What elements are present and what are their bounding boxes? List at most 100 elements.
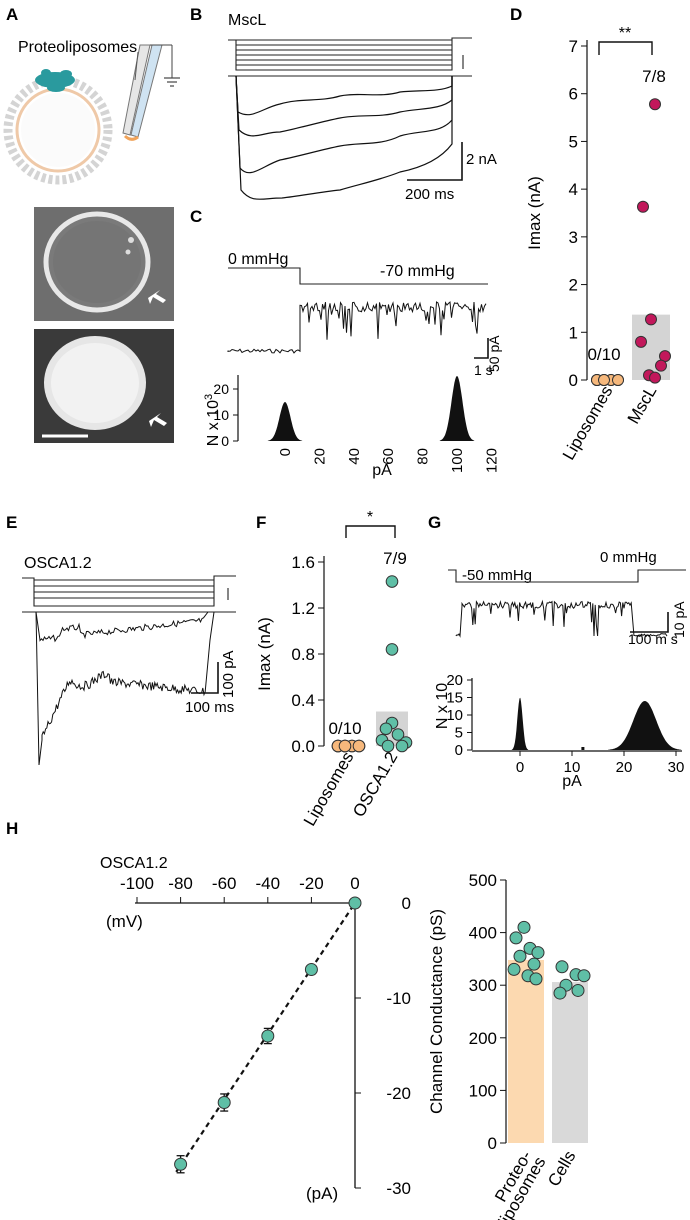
chart-f-point <box>385 575 399 588</box>
significance-d: ** <box>619 25 631 42</box>
hist-g-y-tick-label: 10 <box>446 707 463 724</box>
scale-bar-e <box>191 662 219 694</box>
hist-g-x-tick-label: 30 <box>668 759 685 776</box>
histogram-c: 0 10 20 0 20 40 60 80 100 120 <box>213 375 500 473</box>
scale-label-g-x: 100 m s <box>628 631 678 647</box>
hist-g-x-tick-label: 20 <box>616 759 633 776</box>
iv-point <box>174 1157 188 1171</box>
hist-c-x-tick-label: 60 <box>380 448 397 465</box>
proteoliposomes-label: Proteoliposomes <box>18 39 137 56</box>
scatter-chart-d: 0 1 2 3 4 5 6 7 Imax (nA) 0/10 Liposomes 7/8 MscL <box>525 37 671 463</box>
bar-h-point <box>531 946 545 960</box>
iv-y-tick-label: 0 <box>402 894 411 913</box>
hist-c-peak <box>267 402 303 441</box>
bar-h-point <box>527 957 541 971</box>
trace-title-osca: OSCA1.2 <box>24 555 92 572</box>
bar-h-point <box>555 960 569 974</box>
current-trace-e-large <box>35 611 215 766</box>
chart-d-point <box>612 374 624 386</box>
significance-bracket-f <box>345 525 396 538</box>
iv-x-label: (mV) <box>106 912 143 931</box>
scale-label-c-y: 50 pA <box>486 335 502 372</box>
panel-g: G -50 mmHg 0 mmHg 100 m s 10 pA 05101520… <box>428 513 687 790</box>
bar-h-point <box>513 949 527 963</box>
chart-f-fraction-label: 0/10 <box>328 719 361 738</box>
hist-c-x-tick-label: 120 <box>483 448 500 473</box>
hist-c-x-tick-label: 0 <box>277 448 294 456</box>
panel-letter-g: G <box>428 513 441 532</box>
panel-h: H OSCA1.2 -100 -80 -60 -40 -20 0 0 -10 -20 -30 (mV… <box>6 819 591 1220</box>
scale-bar-b <box>407 142 463 181</box>
hist-g-y-tick-label: 5 <box>455 725 463 742</box>
bar-h-point <box>517 920 531 934</box>
hist-g-peak <box>511 697 529 750</box>
brightfield-image <box>34 207 174 321</box>
protein-icon <box>35 69 75 92</box>
panel-a: A Proteoliposomes <box>3 5 180 443</box>
chart-d-category-label: MscL <box>624 383 661 428</box>
chart-f-point <box>352 739 366 753</box>
chart-f-point <box>395 739 409 753</box>
panel-f: F 0.0 0.4 0.8 1.2 1.6 Imax (nA) 0/10 Liposomes 7… <box>255 509 413 829</box>
chart-f-point <box>379 722 393 736</box>
panel-letter-h: H <box>6 819 18 838</box>
pressure-label-step: -70 mmHg <box>380 263 455 280</box>
panel-c: C 0 mmHg -70 mmHg 1 s 50 pA 0 10 20 0 20 40 60… <box>190 207 502 479</box>
iv-x-tick-label: -60 <box>212 874 237 893</box>
hist-c-y-tick-label: 20 <box>213 381 229 397</box>
iv-title: OSCA1.2 <box>100 855 168 872</box>
bar-h-bar <box>552 982 588 1143</box>
conductance-bar-chart: 0 100 200 300 400 500 Channel Conductance (pS)… <box>427 871 591 1220</box>
bar-h-point <box>571 983 585 997</box>
iv-point <box>348 896 362 910</box>
hist-c-peak <box>439 376 475 441</box>
hist-g-peak <box>608 701 682 750</box>
chart-f-category-label: OSCA1.2 <box>349 749 401 821</box>
hist-c-x-tick-label: 40 <box>346 448 363 465</box>
arrowhead-icon <box>149 413 167 427</box>
chart-d-y-tick-label: 5 <box>569 132 578 151</box>
bar-h-y-tick-label: 0 <box>488 1134 497 1153</box>
hist-c-x-tick-label: 80 <box>415 448 432 465</box>
bar-h-y-tick-label: 400 <box>469 924 497 943</box>
pipette-icon <box>122 44 180 141</box>
bar-h-category-label: Cells <box>544 1148 579 1190</box>
iv-x-tick-label: -40 <box>256 874 281 893</box>
panel-letter-f: F <box>256 513 266 532</box>
chart-d-category-label: Liposomes <box>559 383 617 464</box>
significance-f: * <box>367 509 373 526</box>
hist-g-y-tick-label: 20 <box>446 672 463 689</box>
panel-letter-a: A <box>6 5 18 24</box>
chart-f-fraction-label: 7/9 <box>383 549 407 568</box>
hist-c-x-tick-label: 20 <box>311 448 328 465</box>
bar-h-point <box>529 972 543 986</box>
chart-d-y-tick-label: 6 <box>569 85 578 104</box>
fluorescence-image <box>34 329 174 443</box>
chart-d-point <box>649 371 661 384</box>
bar-h-point <box>507 962 521 976</box>
pressure-protocol-c <box>228 267 488 285</box>
chart-d-point <box>598 374 610 386</box>
panel-letter-e: E <box>6 513 17 532</box>
chart-d-y-tick-label: 2 <box>569 276 578 295</box>
hist-g-ylabel: N x 10 <box>434 683 451 729</box>
trace-title-mscl: MscL <box>228 12 266 29</box>
scale-label-g-y: 10 pA <box>671 601 687 638</box>
scatter-chart-f: 0.0 0.4 0.8 1.2 1.6 Imax (nA) 0/10 Liposomes 7/9… <box>255 549 413 829</box>
pressure-protocol-g <box>448 569 686 583</box>
hist-g-y-tick-label: 0 <box>455 742 463 759</box>
bar-h-y-tick-label: 500 <box>469 871 497 890</box>
panel-b: B MscL 2 nA 200 ms <box>190 5 497 203</box>
chart-f-y-tick-label: 0.4 <box>291 691 315 710</box>
pressure-label-g-start: -50 mmHg <box>462 567 532 584</box>
chart-d-y-tick-label: 1 <box>569 323 578 342</box>
scale-label-b-y: 2 nA <box>466 151 497 168</box>
bar-h-point <box>553 986 567 1000</box>
iv-point <box>261 1029 275 1043</box>
bar-h-y-tick-label: 200 <box>469 1029 497 1048</box>
chart-d-point <box>645 313 657 326</box>
chart-d-y-tick-label: 7 <box>569 37 578 56</box>
iv-x-tick-label: -20 <box>299 874 324 893</box>
